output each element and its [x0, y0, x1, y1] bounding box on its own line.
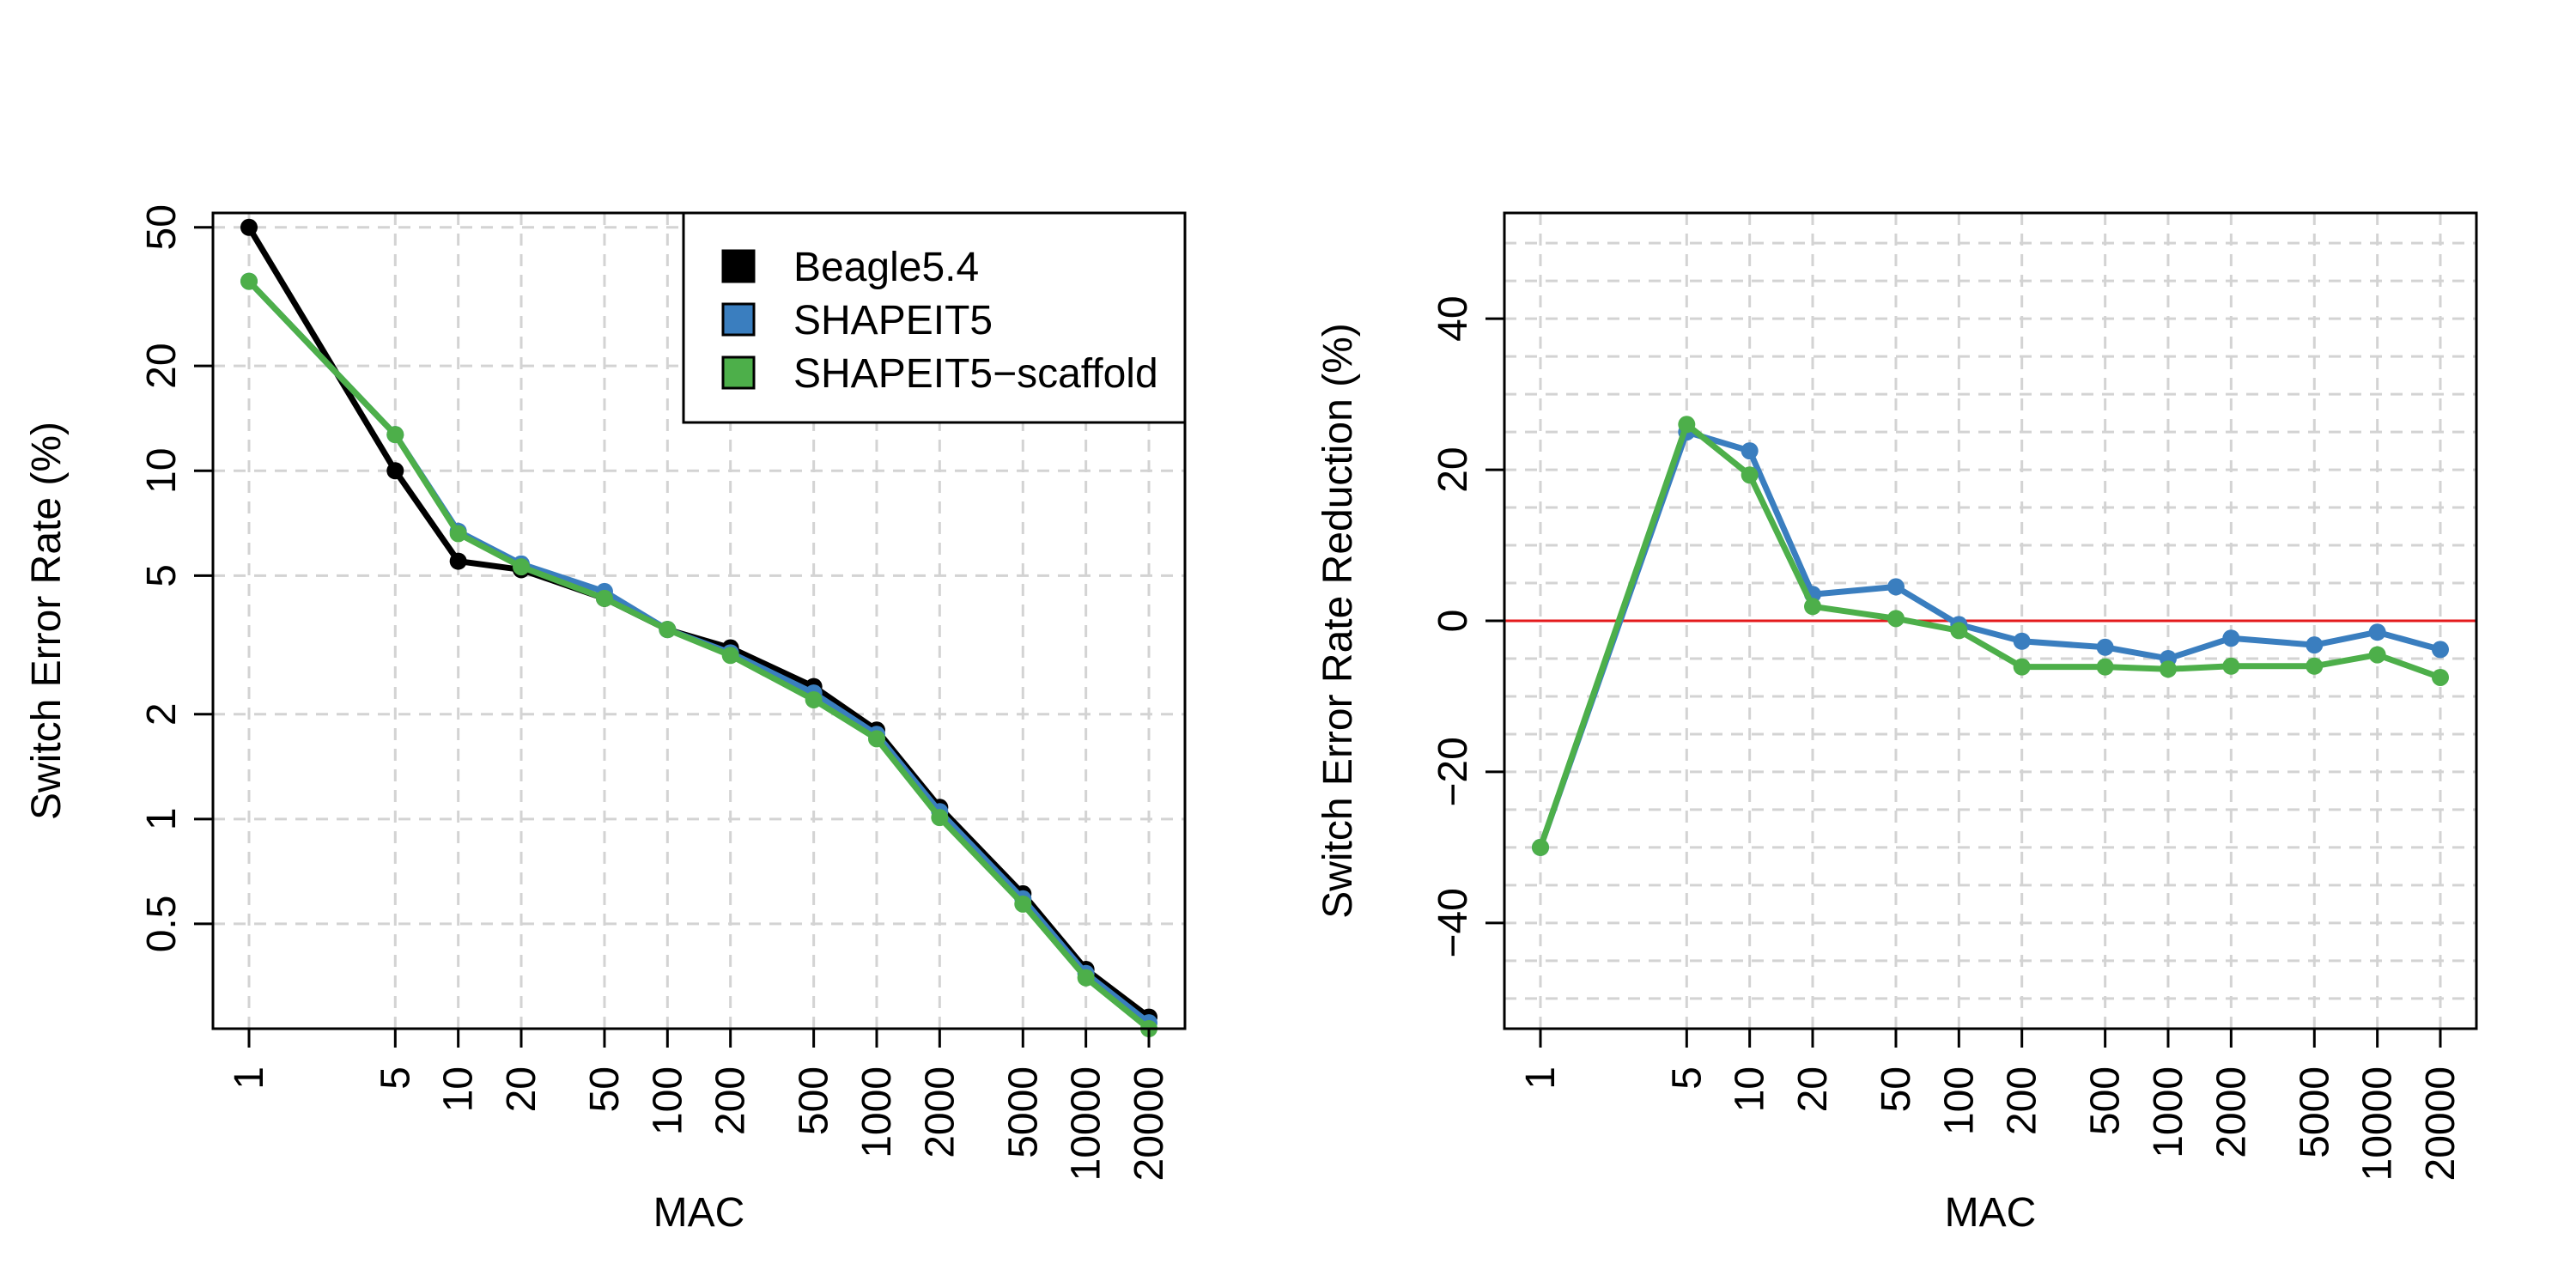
x-tick-label: 10000: [1064, 1066, 1109, 1181]
y-tick-label: 2: [139, 702, 185, 726]
data-point: [867, 730, 885, 748]
y-tick-label: 50: [139, 204, 185, 250]
legend: Beagle5.4 SHAPEIT5 SHAPEIT5−scaffold: [682, 211, 1187, 424]
legend-swatch: [721, 249, 756, 283]
x-tick-label: 1: [1518, 1066, 1564, 1090]
legend-label: SHAPEIT5−scaffold: [793, 351, 1158, 397]
y-tick-label: −40: [1431, 888, 1476, 957]
series-3: [240, 272, 1157, 1037]
legend-swatch: [721, 355, 756, 390]
x-tick-label: 20: [499, 1066, 544, 1112]
data-point: [386, 426, 404, 444]
y-tick-label: 40: [1431, 295, 1476, 341]
data-point: [386, 462, 404, 480]
switch-error-rate-chart: 1 5 10 20 50 100 200 500 1000 2000 5000 10000 20000 M…: [24, 204, 1187, 1236]
x-tick-label: 500: [792, 1066, 837, 1135]
x-tick-label: 100: [645, 1066, 690, 1135]
x-tick-label: 200: [708, 1066, 754, 1135]
x-tick-label: 1000: [2146, 1066, 2191, 1158]
switch-error-rate-reduction-chart: 1 5 10 20 50 100 200 500 1000 2000 5000 10000 20000M…: [1315, 211, 2478, 1236]
y-axis: 0.5 1 2 5 10 20 50: [139, 204, 215, 953]
x-tick-label: 500: [2083, 1066, 2129, 1135]
y-tick-label: 20: [1431, 447, 1476, 492]
y-axis-title: Switch Error Rate (%): [24, 422, 70, 820]
data-point: [659, 621, 677, 639]
data-point: [2159, 660, 2177, 678]
x-tick-label: 1: [227, 1066, 272, 1090]
data-point: [513, 558, 531, 576]
data-point: [595, 589, 613, 607]
data-point: [240, 272, 258, 290]
x-tick-label: 5: [1664, 1066, 1710, 1090]
x-tick-label: 200: [2000, 1066, 2045, 1135]
x-axis: 1 5 10 20 50 100 200 500 1000 2000 5000 10000 20000: [227, 1027, 1172, 1181]
x-tick-label: 10: [1728, 1066, 1773, 1112]
grid: [1504, 213, 2476, 1029]
x-tick-label: 5000: [1000, 1066, 1046, 1158]
data-point: [2306, 657, 2324, 675]
data-point: [2368, 646, 2386, 664]
x-axis-title: MAC: [653, 1190, 745, 1236]
data-point: [2096, 638, 2114, 656]
data-point: [721, 647, 739, 665]
data-point: [1741, 466, 1759, 484]
y-tick-label: 0.5: [139, 896, 185, 953]
y-tick-label: 0: [1431, 610, 1476, 633]
data-point: [1077, 969, 1095, 987]
series-1: [1532, 423, 2449, 856]
data-point: [240, 218, 258, 236]
y-tick-label: 5: [139, 564, 185, 587]
data-point: [1886, 578, 1905, 596]
x-tick-label: 20: [1790, 1066, 1836, 1112]
y-tick-label: −20: [1431, 737, 1476, 806]
data-point: [2222, 629, 2240, 647]
y-tick-label: 1: [139, 807, 185, 830]
y-axis: −40 −20 0 20 40: [1431, 295, 1506, 958]
legend-label: Beagle5.4: [793, 245, 979, 290]
data-point: [2222, 657, 2240, 675]
data-point: [2432, 668, 2449, 686]
data-point: [2013, 632, 2031, 650]
x-tick-label: 10000: [2355, 1066, 2401, 1181]
data-point: [1741, 442, 1759, 460]
x-tick-label: 1000: [854, 1066, 900, 1158]
legend-box: [682, 211, 1187, 424]
x-tick-label: 2000: [2208, 1066, 2254, 1158]
x-tick-label: 5000: [2292, 1066, 2337, 1158]
data-point: [2432, 641, 2449, 659]
x-tick-label: 5: [373, 1066, 418, 1090]
x-axis: 1 5 10 20 50 100 200 500 1000 2000 5000 10000 20000: [1518, 1027, 2464, 1181]
series-line: [1537, 428, 2444, 851]
x-tick-label: 20000: [1127, 1066, 1172, 1181]
data-point: [2013, 658, 2031, 676]
x-tick-label: 100: [1936, 1066, 1982, 1135]
x-tick-label: 20000: [2418, 1066, 2464, 1181]
data-point: [2306, 636, 2324, 654]
x-tick-label: 50: [582, 1066, 628, 1112]
x-axis-title: MAC: [1945, 1190, 2037, 1236]
series-2: [1532, 416, 2449, 856]
data-point: [1532, 838, 1549, 856]
data-point: [449, 525, 467, 543]
data-point: [2368, 623, 2386, 641]
y-tick-label: 10: [139, 448, 185, 494]
x-tick-label: 50: [1874, 1066, 1919, 1112]
x-tick-label: 2000: [917, 1066, 963, 1158]
y-tick-label: 20: [139, 343, 185, 388]
data-point: [805, 690, 823, 708]
data-point: [1886, 610, 1905, 628]
data-point: [2096, 658, 2114, 676]
data-point: [449, 552, 467, 570]
data-point: [1804, 598, 1822, 616]
data-point: [1678, 416, 1696, 434]
legend-swatch: [721, 302, 756, 337]
data-point: [931, 809, 949, 827]
x-tick-label: 10: [436, 1066, 482, 1112]
data-point: [1950, 622, 1968, 640]
y-axis-title: Switch Error Rate Reduction (%): [1315, 323, 1361, 919]
legend-label: SHAPEIT5: [793, 298, 993, 343]
data-point: [1014, 895, 1032, 913]
